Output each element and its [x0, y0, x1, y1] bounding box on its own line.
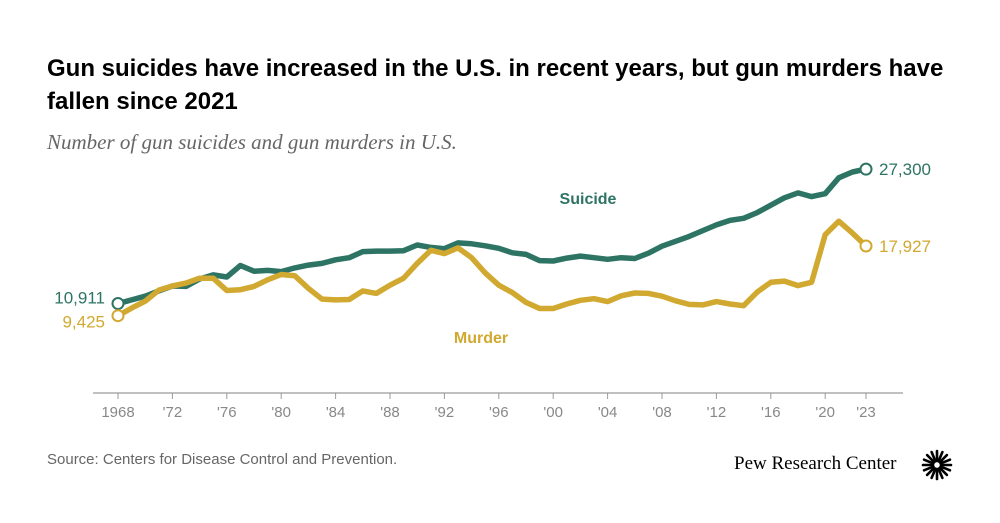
- logo-ray: [930, 467, 937, 480]
- chart-subtitle: Number of gun suicides and gun murders i…: [47, 130, 457, 154]
- murder-start-label: 9,425: [62, 313, 105, 332]
- suicide-series-label: Suicide: [560, 191, 617, 208]
- logo-ray: [922, 458, 935, 465]
- murder-series-label: Murder: [454, 330, 508, 347]
- logo-ray: [937, 467, 944, 480]
- brand-name: Pew Research Center: [734, 453, 897, 474]
- murder-end-marker: [859, 239, 873, 253]
- source-note: Source: Centers for Disease Control and …: [47, 451, 398, 468]
- x-tick-label-'23: '23: [856, 404, 876, 421]
- suicide-end-label: 27,300: [879, 160, 931, 179]
- logo-ray: [930, 450, 937, 463]
- murder-end-label: 17,927: [879, 237, 931, 256]
- x-tick-label-'72: '72: [163, 404, 183, 421]
- x-tick-label-'76: '76: [217, 404, 237, 421]
- x-tick-label-'20: '20: [815, 404, 835, 421]
- murder-start-marker: [111, 309, 125, 323]
- x-tick-label-'80: '80: [271, 404, 291, 421]
- chart-title: Gun suicides have increased in the U.S. …: [47, 55, 944, 115]
- x-tick-label-'16: '16: [761, 404, 781, 421]
- x-tick-label-'08: '08: [652, 404, 672, 421]
- logo-ray: [922, 465, 935, 472]
- x-tick-label-'92: '92: [435, 404, 455, 421]
- x-tick-label-'88: '88: [380, 404, 400, 421]
- suicide-end-marker: [859, 162, 873, 176]
- x-tick-label-'04: '04: [598, 404, 618, 421]
- x-tick-label-'84: '84: [326, 404, 346, 421]
- x-tick-label-'96: '96: [489, 404, 509, 421]
- logo-ray: [925, 453, 936, 464]
- logo-ray: [939, 465, 952, 472]
- series-line-murder: [115, 218, 869, 319]
- logo-ray: [925, 466, 936, 477]
- pew-logo-icon: [921, 449, 953, 481]
- series-line-suicide: [115, 166, 869, 307]
- logo-ray: [938, 466, 949, 477]
- suicide-start-marker: [111, 297, 125, 311]
- logo-ray: [937, 450, 944, 463]
- suicide-start-label: 10,911: [54, 289, 105, 308]
- x-tick-label-1968: 1968: [101, 404, 134, 421]
- logo-ray: [938, 453, 949, 464]
- logo-ray: [939, 458, 952, 465]
- x-tick-label-'12: '12: [707, 404, 727, 421]
- x-tick-label-'00: '00: [543, 404, 563, 421]
